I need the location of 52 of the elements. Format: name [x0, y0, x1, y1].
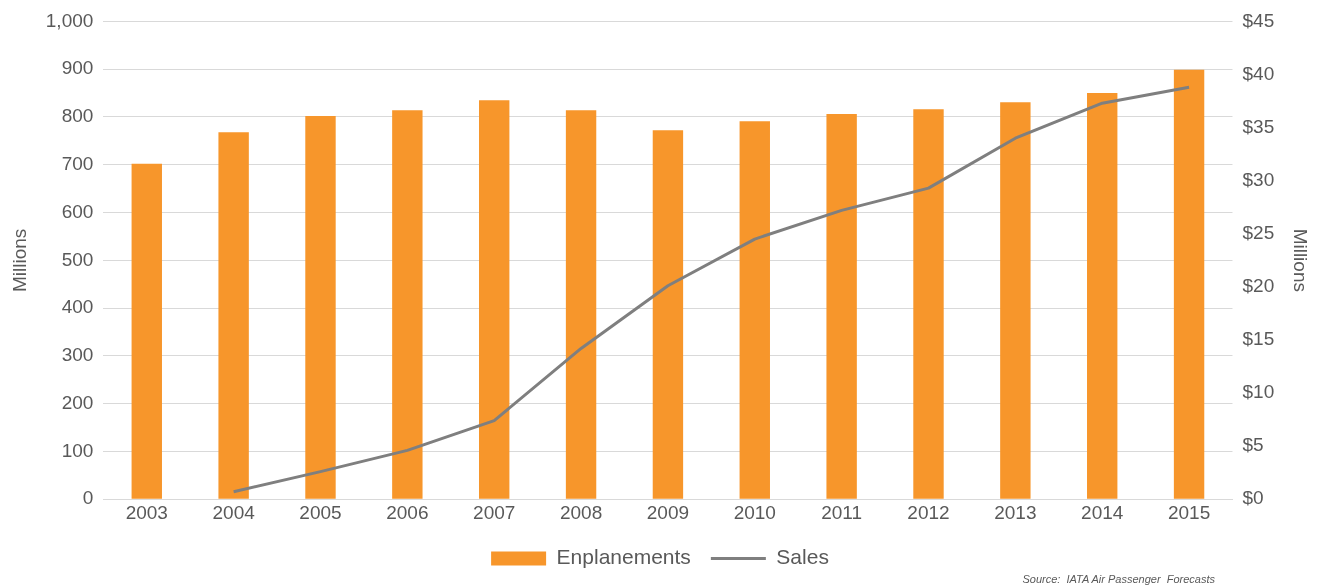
y-tick-label: 500: [61, 248, 94, 270]
x-tick-label: 2015: [1167, 501, 1211, 523]
bar: [1087, 93, 1118, 499]
legend-label: Sales: [776, 545, 829, 569]
bar: [565, 110, 597, 499]
bar: [479, 100, 510, 499]
bar: [826, 114, 857, 499]
source-note: Source: IATA Air Passenger Forecasts: [1022, 573, 1215, 585]
bar: [305, 116, 336, 499]
bar: [218, 132, 249, 499]
x-tick-label: 2005: [299, 501, 342, 523]
bar: [652, 130, 684, 499]
y2-axis-title: Millions: [1290, 228, 1312, 292]
bar: [1000, 102, 1031, 499]
y-tick-label: 900: [61, 57, 94, 79]
x-tick-label: 2013: [994, 501, 1037, 523]
y2-tick-label: $25: [1242, 221, 1275, 243]
y-axis-title: Millions: [8, 228, 30, 292]
x-tick-label: 2003: [125, 501, 168, 523]
x-tick-label: 2008: [559, 501, 603, 523]
x-tick-label: 2006: [386, 501, 429, 523]
y2-tick-label: $40: [1242, 62, 1275, 84]
x-tick-label: 2009: [646, 501, 690, 523]
bar: [392, 110, 423, 499]
bar: [1173, 69, 1205, 499]
y-tick-label: 600: [61, 200, 94, 222]
x-tick-label: 2004: [212, 501, 256, 523]
y-tick-label: 100: [61, 439, 94, 461]
y2-tick-label: $10: [1242, 381, 1275, 403]
x-tick-label: 2012: [907, 501, 950, 523]
y-tick-label: 1,000: [45, 9, 94, 31]
x-tick-label: 2007: [473, 501, 516, 523]
y2-tick-label: $20: [1242, 275, 1275, 297]
y2-tick-label: $15: [1242, 328, 1275, 350]
y-tick-label: 800: [61, 105, 94, 127]
y2-tick-label: $35: [1242, 115, 1275, 137]
y2-tick-label: $5: [1242, 434, 1264, 456]
y-tick-label: 300: [61, 344, 94, 366]
bar: [739, 121, 770, 499]
y2-tick-label: $0: [1242, 487, 1264, 509]
x-tick-label: 2014: [1081, 501, 1124, 523]
y-tick-label: 400: [61, 296, 94, 318]
y-tick-label: 200: [61, 391, 94, 413]
legend-label: Enplanements: [556, 545, 691, 569]
y-tick-label: 0: [82, 487, 94, 509]
y2-tick-label: $45: [1242, 9, 1275, 31]
y-tick-label: 700: [61, 152, 94, 174]
x-tick-label: 2011: [821, 501, 863, 523]
bar: [131, 163, 162, 499]
y2-tick-label: $30: [1242, 168, 1275, 190]
x-tick-label: 2010: [733, 501, 776, 523]
bar: [913, 109, 944, 499]
